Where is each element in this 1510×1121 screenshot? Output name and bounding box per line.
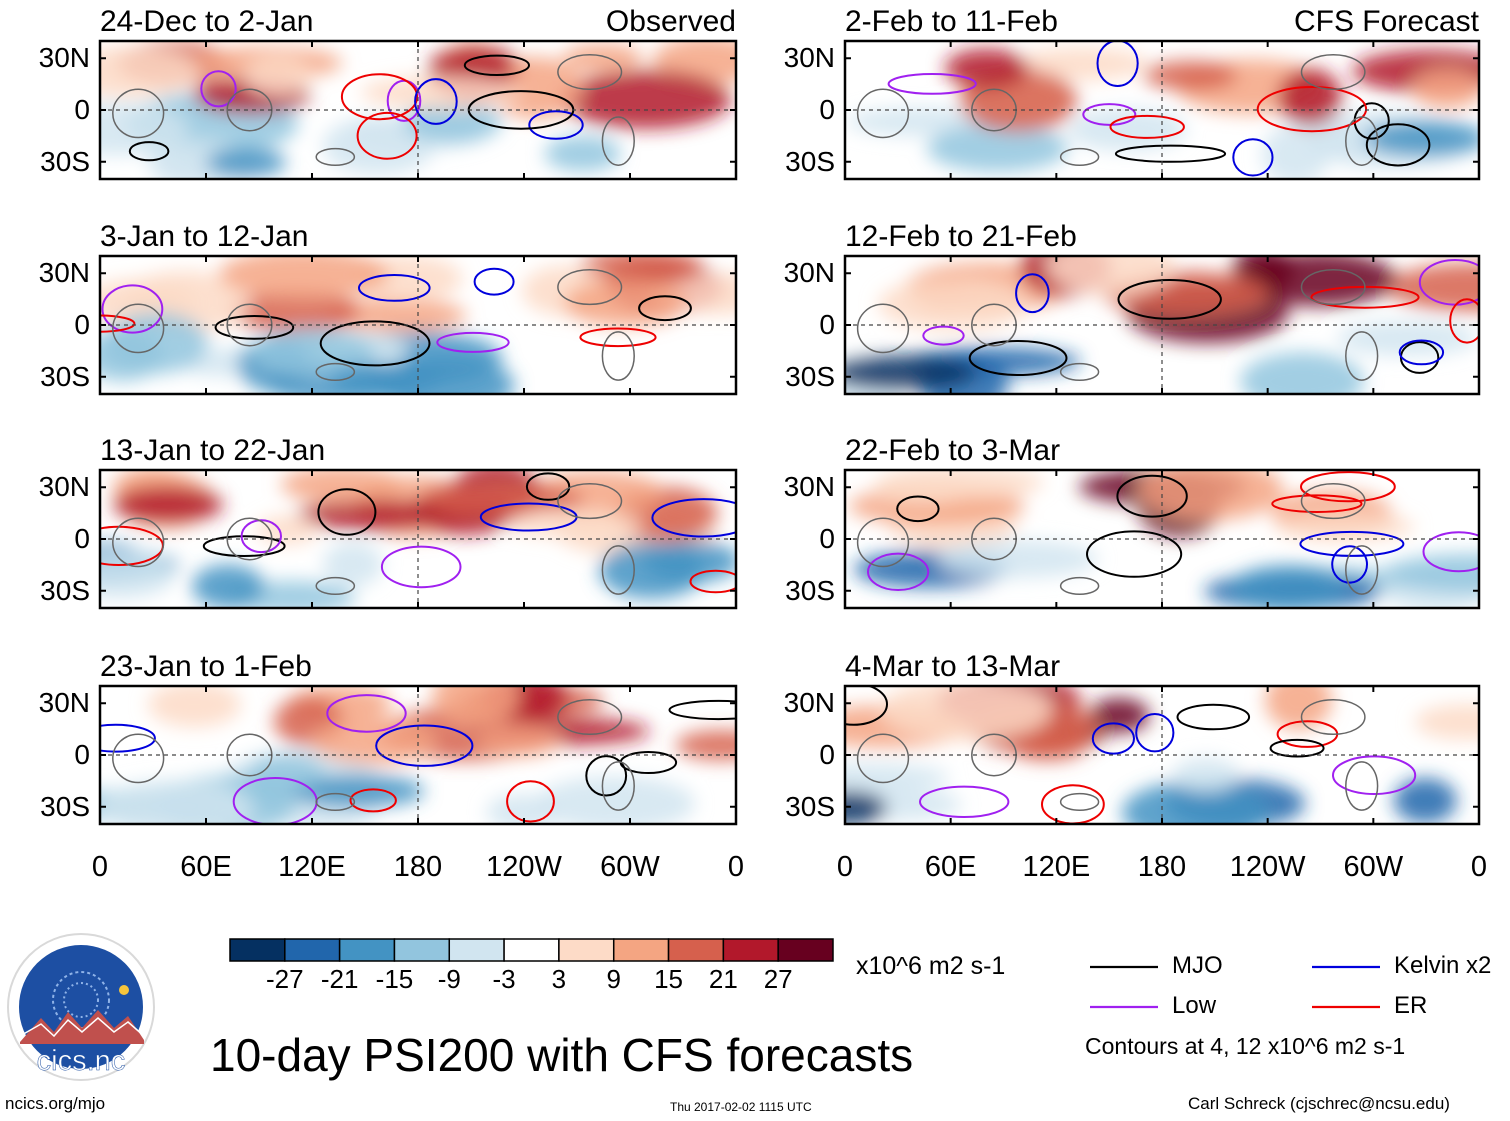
panel-tag: CFS Forecast bbox=[1293, 5, 1479, 38]
lat-tick: 30N bbox=[783, 42, 835, 73]
lat-tick: 0 bbox=[74, 309, 90, 340]
lon-tick: 60E bbox=[924, 851, 977, 883]
lon-tick: 0 bbox=[91, 851, 109, 883]
lon-tick: 120W bbox=[486, 851, 562, 883]
contours-note: Contours at 4, 12 x10^6 m2 s-1 bbox=[1085, 1033, 1406, 1059]
panel-period: 2-Feb to 11-Feb bbox=[845, 5, 1058, 38]
lon-tick: 180 bbox=[393, 851, 443, 883]
lat-tick: 30N bbox=[38, 687, 90, 718]
footer-credit: Carl Schreck (cjschrec@ncsu.edu) bbox=[1188, 1094, 1450, 1113]
lon-tick: 120W bbox=[1229, 851, 1306, 883]
colorbar-level: -3 bbox=[492, 964, 516, 994]
legend-name: Low bbox=[1172, 992, 1217, 1019]
lat-tick: 30N bbox=[38, 471, 90, 502]
figure-title: 10-day PSI200 with CFS forecasts bbox=[210, 1029, 914, 1081]
panel-period: 13-Jan to 22-Jan bbox=[100, 434, 326, 467]
colorbar-level: -27 bbox=[266, 964, 304, 994]
lat-tick: 0 bbox=[819, 94, 835, 125]
logo-short: cics.nc bbox=[37, 1045, 126, 1077]
lat-tick: 0 bbox=[819, 739, 835, 770]
lat-tick: 30S bbox=[40, 360, 90, 392]
lat-tick: 0 bbox=[819, 523, 835, 554]
panel-6 bbox=[843, 254, 1481, 396]
colorbar-level: -21 bbox=[320, 964, 359, 994]
panel-tag: Observed bbox=[605, 5, 736, 38]
lat-tick: 30N bbox=[38, 257, 90, 288]
colorbar-swatch bbox=[612, 938, 670, 962]
legend-name: ER bbox=[1394, 992, 1428, 1019]
panel-2 bbox=[98, 254, 738, 396]
lon-tick: 0 bbox=[1470, 851, 1488, 883]
lon-tick: 0 bbox=[727, 851, 745, 883]
lat-tick: 30S bbox=[785, 790, 835, 822]
colorbar-level: 27 bbox=[763, 964, 793, 994]
lon-tick: 180 bbox=[1137, 851, 1187, 883]
colorbar-swatch bbox=[777, 938, 834, 962]
lat-tick: 30S bbox=[785, 574, 835, 606]
colorbar-level: -9 bbox=[437, 964, 461, 994]
lat-tick: 30N bbox=[783, 471, 835, 502]
panel-period: 23-Jan to 1-Feb bbox=[100, 650, 312, 683]
panel-period: 22-Feb to 3-Mar bbox=[845, 434, 1061, 467]
panel-period: 24-Dec to 2-Jan bbox=[100, 5, 314, 38]
colorbar-swatch bbox=[448, 938, 505, 962]
colorbar-swatch bbox=[229, 938, 286, 962]
lat-tick: 30N bbox=[38, 42, 90, 73]
colorbar-level: 3 bbox=[551, 964, 567, 994]
panel-8 bbox=[843, 684, 1481, 826]
lat-tick: 30S bbox=[40, 574, 90, 606]
panel-period: 3-Jan to 12-Jan bbox=[100, 220, 309, 253]
footer-timestamp: Thu 2017-02-02 1115 UTC bbox=[670, 1100, 812, 1114]
colorbar-level: 9 bbox=[606, 964, 621, 994]
lat-tick: 30S bbox=[785, 360, 835, 392]
colorbar-swatch bbox=[284, 938, 341, 962]
colorbar bbox=[229, 938, 834, 962]
lat-tick: 30N bbox=[783, 687, 835, 718]
colorbar-swatch bbox=[558, 938, 615, 962]
panel-4 bbox=[98, 684, 738, 826]
panel-period: 4-Mar to 13-Mar bbox=[845, 650, 1061, 683]
lat-tick: 30N bbox=[783, 257, 835, 288]
colorbar-swatch bbox=[393, 938, 451, 962]
contour-legend bbox=[1090, 965, 1380, 1009]
lon-tick: 60E bbox=[180, 851, 232, 883]
colorbar-level: 15 bbox=[654, 964, 683, 994]
colorbar-swatch bbox=[338, 938, 396, 962]
units-label: x10^6 m2 s-1 bbox=[856, 952, 1006, 980]
lon-tick: 0 bbox=[836, 851, 854, 883]
lon-tick: 120E bbox=[278, 851, 346, 883]
panel-7 bbox=[843, 468, 1481, 610]
colorbar-level: -15 bbox=[375, 964, 414, 994]
lat-tick: 30S bbox=[40, 790, 90, 822]
lon-tick: 120E bbox=[1022, 851, 1091, 883]
panel-period: 12-Feb to 21-Feb bbox=[845, 220, 1077, 253]
colorbar-swatch bbox=[503, 938, 560, 962]
panel-1 bbox=[98, 39, 738, 181]
cics-logo: cics.nc bbox=[7, 933, 155, 1081]
lat-tick: 0 bbox=[819, 309, 835, 340]
lon-tick: 60W bbox=[600, 851, 660, 883]
lat-tick: 0 bbox=[74, 94, 90, 125]
legend-name: Kelvin x2 bbox=[1394, 952, 1492, 979]
lat-tick: 0 bbox=[74, 739, 90, 770]
panel-3 bbox=[98, 468, 738, 610]
panel-5 bbox=[843, 39, 1481, 181]
lat-tick: 0 bbox=[74, 523, 90, 554]
lon-tick: 60W bbox=[1343, 851, 1404, 883]
legend-name: MJO bbox=[1172, 952, 1223, 979]
colorbar-level: 21 bbox=[708, 964, 738, 994]
colorbar-swatch bbox=[667, 938, 725, 962]
footer-link[interactable]: ncics.org/mjo bbox=[5, 1094, 106, 1113]
lat-tick: 30S bbox=[785, 145, 835, 177]
colorbar-swatch bbox=[722, 938, 779, 962]
panels-layer bbox=[98, 39, 1481, 826]
lat-tick: 30S bbox=[40, 145, 90, 177]
